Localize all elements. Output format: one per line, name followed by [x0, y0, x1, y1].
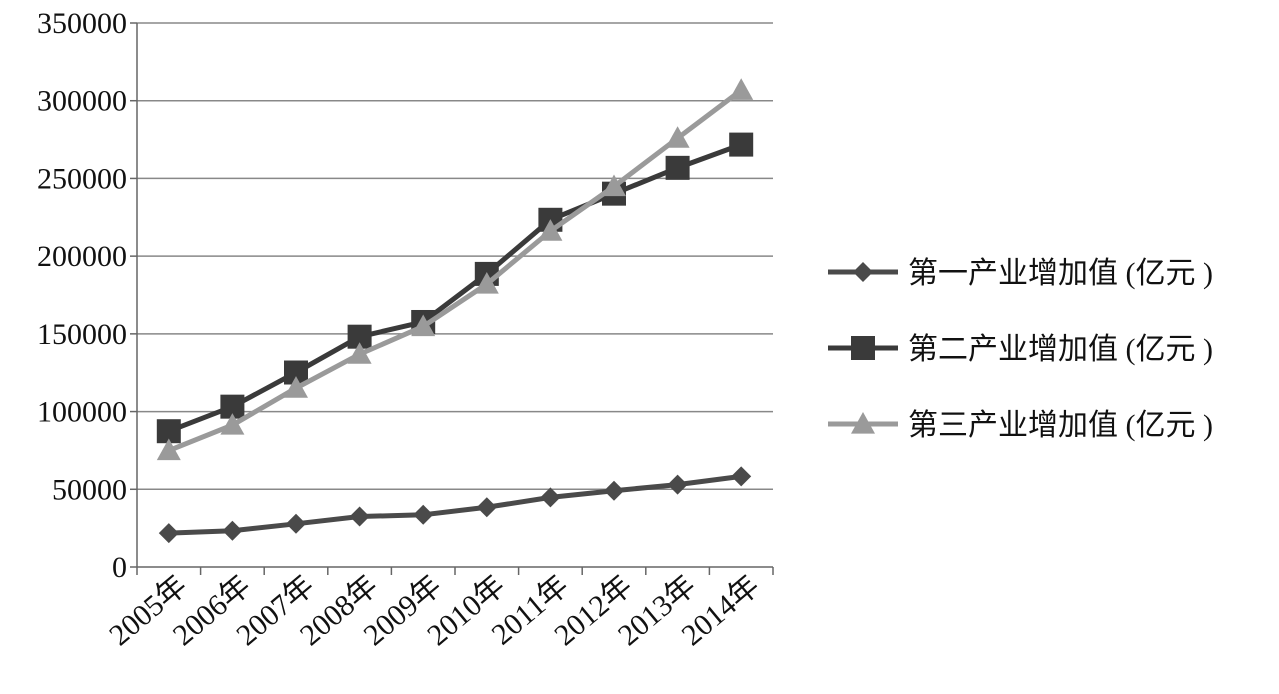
- y-tick-label: 300000: [37, 85, 127, 118]
- series-line: [167, 88, 743, 453]
- point: [222, 520, 243, 541]
- point: [604, 480, 624, 501]
- point: [158, 523, 179, 544]
- point: [540, 487, 561, 508]
- series-line: [167, 142, 743, 434]
- point: [284, 376, 308, 398]
- point: [349, 506, 370, 527]
- point: [731, 466, 752, 487]
- y-tick-label: 150000: [37, 318, 127, 351]
- point: [667, 474, 688, 495]
- point: [851, 336, 875, 360]
- point: [286, 513, 306, 534]
- y-tick-label: 0: [112, 551, 127, 584]
- y-tick-label: 200000: [37, 240, 127, 273]
- point: [851, 412, 875, 434]
- point: [156, 438, 181, 461]
- series-line: [168, 473, 742, 536]
- point: [729, 132, 754, 157]
- y-tick-label: 350000: [37, 7, 127, 40]
- point: [538, 219, 563, 241]
- point: [729, 78, 754, 100]
- y-tick-label: 250000: [37, 162, 127, 195]
- point: [602, 174, 626, 197]
- legend-label: 第一产业增加值 (亿元 ): [908, 257, 1213, 290]
- legend-label: 第三产业增加值 (亿元 ): [908, 409, 1213, 442]
- point: [347, 342, 372, 364]
- point: [413, 504, 434, 525]
- point: [476, 497, 497, 518]
- point: [411, 314, 436, 337]
- point: [665, 155, 690, 180]
- point: [220, 413, 245, 435]
- point: [474, 272, 499, 294]
- point: [853, 262, 873, 282]
- y-tick-label: 50000: [52, 473, 127, 506]
- y-tick-label: 100000: [37, 396, 127, 429]
- legend-label: 第二产业增加值 (亿元 ): [908, 333, 1213, 366]
- point: [665, 126, 690, 148]
